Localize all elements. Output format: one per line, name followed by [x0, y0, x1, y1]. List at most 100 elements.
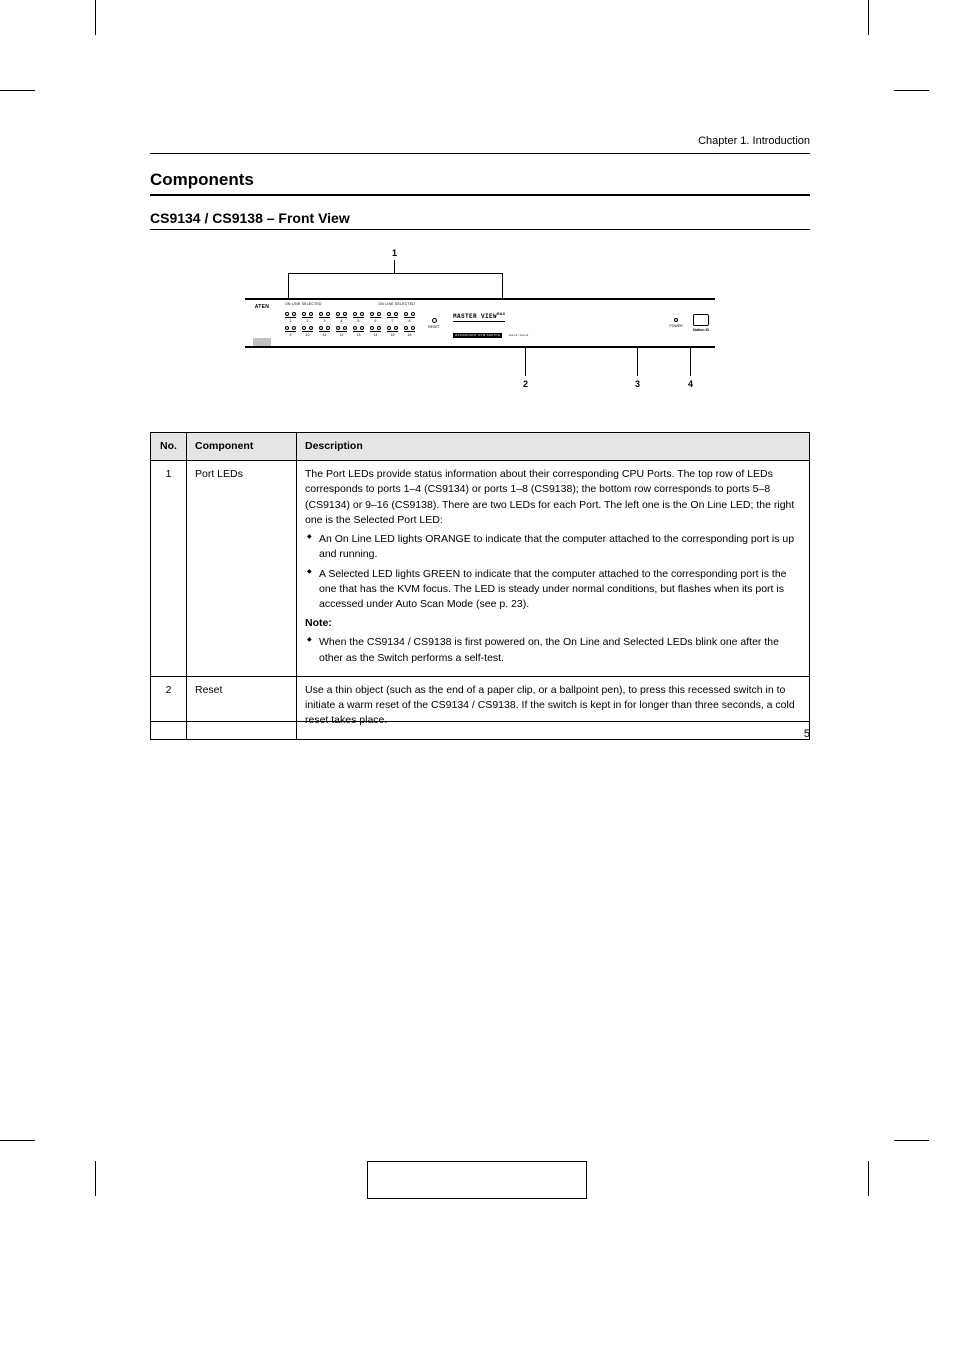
port-number: 4 — [341, 319, 343, 323]
station-label: Station ID — [693, 328, 709, 332]
port-led-icon — [360, 312, 364, 316]
port-group: 16 — [404, 326, 415, 337]
port-group: 7 — [387, 312, 398, 323]
port-led-icon — [309, 312, 313, 316]
port-led-icon — [326, 326, 330, 330]
crop-mark — [0, 1140, 35, 1141]
port-led-icon — [292, 312, 296, 316]
callout-line — [637, 348, 638, 376]
section-label-left: ON LINE SELECTED — [285, 302, 322, 306]
brand-label: ATEN — [255, 304, 269, 310]
port-group: 10 — [302, 326, 313, 337]
rule — [150, 229, 810, 230]
desc-paragraph: The Port LEDs provide status information… — [305, 467, 801, 528]
port-led-icon — [285, 312, 289, 316]
port-led-icon — [343, 326, 347, 330]
port-group: 5 — [353, 312, 364, 323]
crop-mark — [868, 1161, 869, 1196]
device-diagram: 1 ATEN ON LINE SELECTED ON LINE SELECTED… — [245, 248, 715, 408]
port-number: 7 — [392, 319, 394, 323]
port-number: 10 — [306, 333, 310, 337]
port-led-icon — [336, 312, 340, 316]
port-led-icon — [319, 312, 323, 316]
cell-description: The Port LEDs provide status information… — [297, 461, 810, 677]
product-model: xxx-xx / xxx-xx — [509, 333, 529, 337]
table-header-component: Component — [187, 433, 297, 461]
port-led-icon — [353, 326, 357, 330]
port-led-icon — [360, 326, 364, 330]
callout-label-2: 2 — [523, 379, 528, 389]
port-led-section: ON LINE SELECTED ON LINE SELECTED 123456… — [279, 300, 421, 346]
port-number: 3 — [324, 319, 326, 323]
page-number: 5 — [150, 721, 810, 740]
port-number: 8 — [409, 319, 411, 323]
desc-bullet-list: When the CS9134 / CS9138 is first powere… — [305, 635, 801, 665]
port-group: 3 — [319, 312, 330, 323]
callout-line — [690, 348, 691, 376]
port-number: 14 — [374, 333, 378, 337]
table-header-no: No. — [151, 433, 187, 461]
reset-label: RESET — [428, 325, 440, 329]
port-led-icon — [292, 326, 296, 330]
port-number: 2 — [307, 319, 309, 323]
port-led-icon — [404, 326, 408, 330]
port-led-icon — [285, 326, 289, 330]
blank-overlay-box — [367, 1161, 587, 1199]
port-number: 13 — [357, 333, 361, 337]
port-led-icon — [411, 312, 415, 316]
port-led-icon — [336, 326, 340, 330]
reset-section: RESET — [421, 300, 447, 346]
product-title: MASTER VIEWMAX — [453, 313, 505, 322]
callout-label-3: 3 — [635, 379, 640, 389]
station-display — [693, 314, 709, 326]
desc-bullet: A Selected LED lights GREEN to indicate … — [305, 567, 801, 613]
port-group: 8 — [404, 312, 415, 323]
port-group: 13 — [353, 326, 364, 337]
port-led-icon — [370, 326, 374, 330]
desc-bullet: When the CS9134 / CS9138 is first powere… — [305, 635, 801, 665]
port-group: 14 — [370, 326, 381, 337]
port-number: 16 — [408, 333, 412, 337]
crop-mark — [868, 0, 869, 35]
section-label-right: ON LINE SELECTED — [378, 302, 415, 306]
port-led-icon — [411, 326, 415, 330]
port-group: 4 — [336, 312, 347, 323]
port-led-icon — [387, 326, 391, 330]
port-group: 2 — [302, 312, 313, 323]
power-led-icon — [674, 318, 678, 322]
device-body: ATEN ON LINE SELECTED ON LINE SELECTED 1… — [245, 298, 715, 348]
crop-mark — [0, 90, 35, 91]
callout-label-1: 1 — [392, 248, 397, 258]
desc-bullet: An On Line LED lights ORANGE to indicate… — [305, 532, 801, 562]
port-number: 11 — [323, 333, 327, 337]
callout-line — [525, 348, 526, 376]
rule — [150, 194, 810, 196]
port-group: 6 — [370, 312, 381, 323]
port-number: 12 — [340, 333, 344, 337]
port-group: 15 — [387, 326, 398, 337]
port-number: 15 — [391, 333, 395, 337]
desc-note: Note: — [305, 616, 801, 631]
port-group: 12 — [336, 326, 347, 337]
port-led-icon — [394, 312, 398, 316]
port-led-icon — [377, 312, 381, 316]
section-title: Components — [150, 170, 810, 190]
callout-label-4: 4 — [688, 379, 693, 389]
desc-bullet-list: An On Line LED lights ORANGE to indicate… — [305, 532, 801, 612]
page-header: Chapter 1. Introduction — [150, 135, 810, 154]
port-led-icon — [404, 312, 408, 316]
port-group: 11 — [319, 326, 330, 337]
port-led-icon — [353, 312, 357, 316]
callout-line — [394, 260, 395, 273]
port-number: 1 — [290, 319, 292, 323]
port-led-icon — [326, 312, 330, 316]
port-group: 1 — [285, 312, 296, 323]
port-led-icon — [309, 326, 313, 330]
port-led-icon — [387, 312, 391, 316]
product-name-block: MASTER VIEWMAX RACKMOUNT KVM SWITCH xxx-… — [453, 305, 659, 341]
reset-button-icon — [432, 318, 437, 323]
table-header-description: Description — [297, 433, 810, 461]
port-group: 9 — [285, 326, 296, 337]
port-number: 6 — [375, 319, 377, 323]
subsection-title: CS9134 / CS9138 – Front View — [150, 210, 810, 226]
